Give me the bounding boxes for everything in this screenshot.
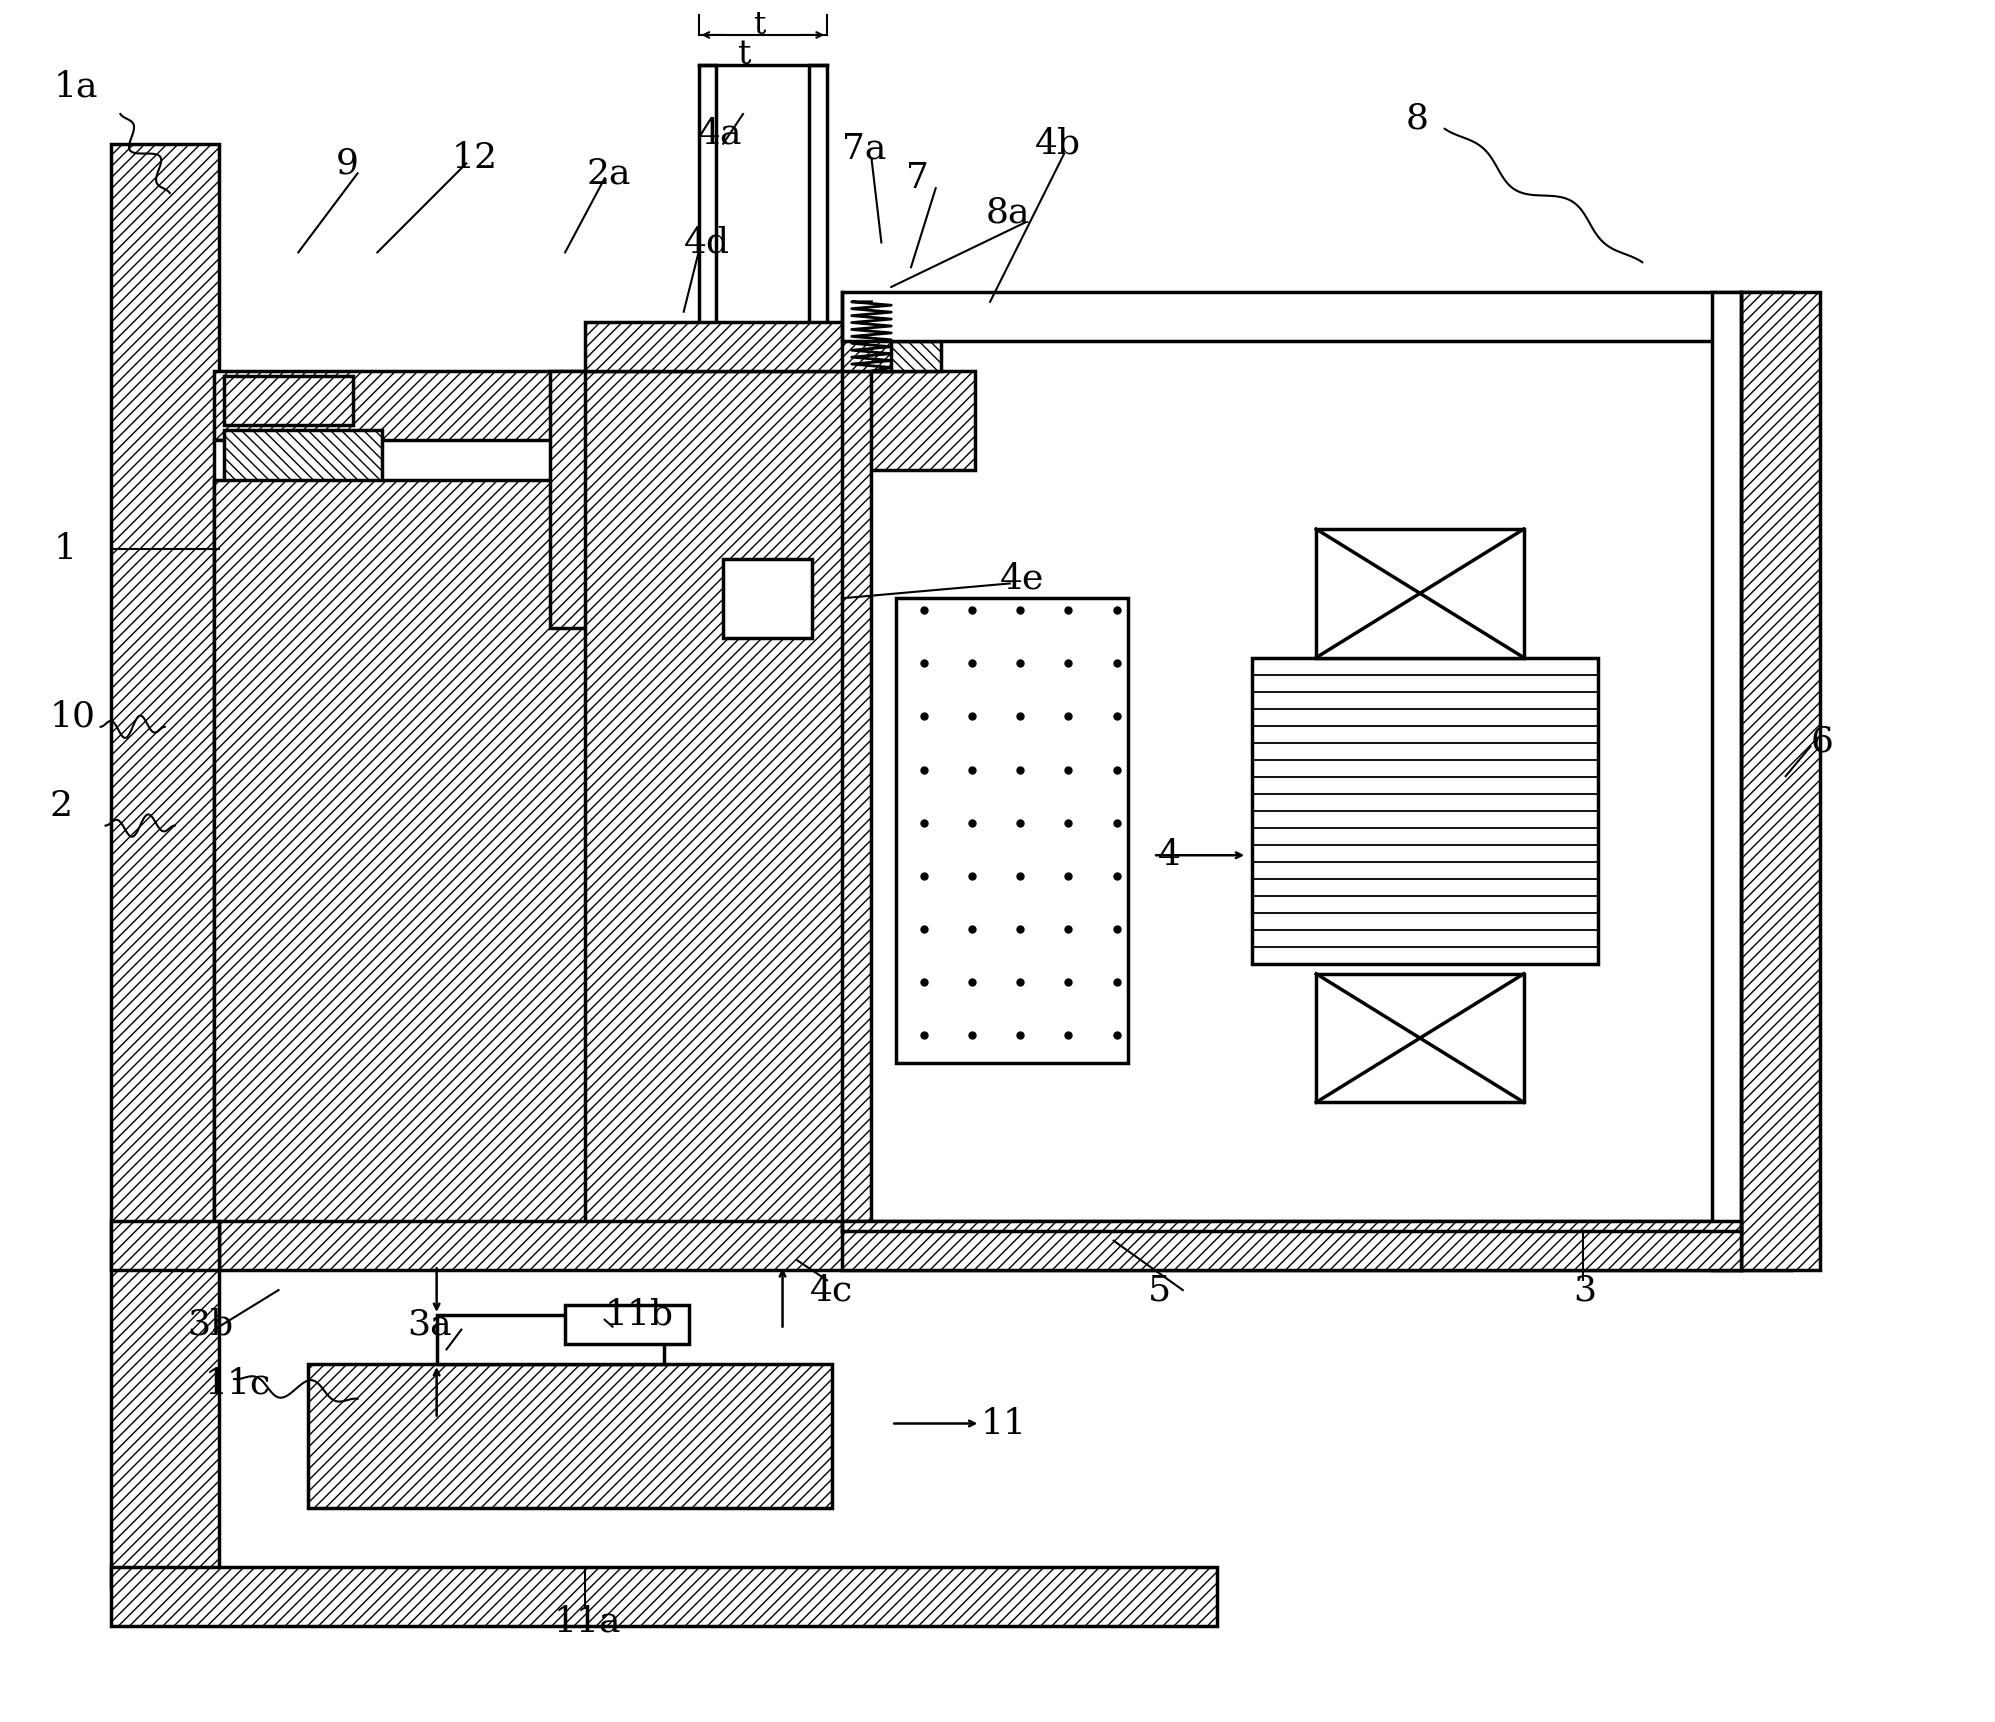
Bar (1742, 293, 1819, 1271)
Bar (1712, 293, 1742, 1271)
Bar (1317, 975, 1524, 1102)
Text: 12: 12 (451, 141, 497, 176)
Text: 1a: 1a (54, 69, 98, 103)
Bar (698, 65, 716, 370)
Text: 11: 11 (980, 1407, 1025, 1441)
Bar (551, 370, 708, 629)
Text: 4: 4 (1159, 839, 1181, 873)
Bar (213, 441, 269, 1231)
Text: 8: 8 (1404, 102, 1428, 136)
Bar (1317, 529, 1524, 658)
Text: 4b: 4b (1035, 127, 1081, 160)
Bar (307, 1364, 832, 1507)
Text: 1: 1 (54, 532, 76, 567)
Text: 5: 5 (1149, 1273, 1171, 1307)
Text: 9: 9 (335, 146, 359, 181)
Bar (842, 370, 976, 470)
Text: 11c: 11c (203, 1367, 271, 1402)
Bar (585, 322, 892, 370)
Bar (896, 598, 1129, 1062)
Text: 11b: 11b (604, 1298, 674, 1331)
Bar (223, 430, 383, 489)
Bar (110, 143, 219, 1586)
Bar (219, 1221, 1792, 1271)
Text: 3a: 3a (407, 1307, 451, 1341)
Bar (810, 65, 828, 370)
Text: 3b: 3b (188, 1307, 233, 1341)
Text: 7: 7 (906, 162, 930, 195)
Bar (724, 558, 812, 637)
Text: 4d: 4d (684, 226, 730, 260)
Text: 2: 2 (50, 789, 72, 823)
Text: 7a: 7a (842, 131, 886, 165)
Bar (213, 370, 698, 441)
Text: 6: 6 (1809, 725, 1833, 759)
Text: 8a: 8a (986, 196, 1029, 229)
Bar (644, 331, 856, 370)
Bar (223, 375, 353, 425)
Bar (437, 1316, 664, 1364)
Bar (1253, 658, 1598, 964)
Bar (110, 1567, 1217, 1626)
Text: 4c: 4c (810, 1273, 854, 1307)
Bar (565, 1305, 688, 1345)
Bar (585, 370, 872, 1231)
Bar (842, 293, 1792, 341)
Text: 2a: 2a (587, 157, 630, 191)
Text: 10: 10 (50, 699, 96, 734)
Text: 3: 3 (1574, 1273, 1596, 1307)
Text: 4e: 4e (999, 561, 1043, 596)
Text: t: t (738, 38, 752, 71)
Text: t: t (752, 10, 766, 41)
Bar (842, 1221, 1742, 1271)
Text: 4a: 4a (698, 117, 742, 152)
Bar (213, 480, 591, 1231)
Text: 11a: 11a (553, 1605, 620, 1638)
Bar (110, 1221, 219, 1271)
Bar (842, 341, 942, 370)
